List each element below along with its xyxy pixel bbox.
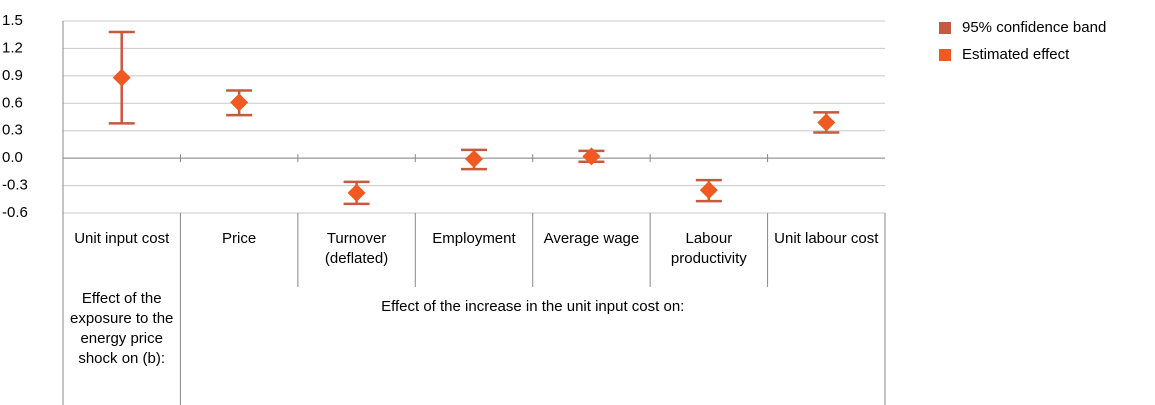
y-tick-label: 0.9	[2, 67, 23, 84]
legend-label: 95% confidence band	[962, 19, 1106, 36]
x-tick-label: Unit labour cost	[774, 230, 879, 247]
x-tick-label: Unit input cost	[74, 230, 170, 247]
y-tick-label: 1.2	[2, 39, 23, 56]
estimate-point	[582, 147, 601, 166]
estimate-point	[230, 93, 249, 112]
estimate-point	[465, 150, 483, 169]
estimate-point	[817, 113, 836, 132]
group-label: Effect of the exposure to the energy pri…	[70, 290, 174, 367]
y-tick-label: 0.3	[2, 122, 23, 139]
x-tick-label: Price	[222, 230, 257, 247]
legend-label: Estimated effect	[962, 46, 1070, 63]
legend-swatch	[939, 22, 951, 34]
y-tick-label: 0.0	[2, 149, 23, 166]
x-tick-label: Labour productivity	[670, 230, 747, 267]
y-tick-label: -0.3	[2, 177, 28, 194]
legend-swatch	[939, 49, 951, 61]
estimate-point	[112, 68, 131, 87]
y-tick-label: 0.6	[2, 94, 23, 111]
x-tick-label: Average wage	[543, 230, 640, 247]
group-label: Effect of the increase in the unit input…	[381, 298, 685, 315]
x-tick-label: Turnover (deflated)	[324, 230, 389, 267]
x-tick-label: Employment	[432, 230, 516, 247]
estimate-point	[347, 183, 366, 202]
estimate-point	[699, 181, 718, 200]
y-tick-label: 1.5	[2, 12, 23, 29]
y-tick-label: -0.6	[2, 204, 28, 221]
